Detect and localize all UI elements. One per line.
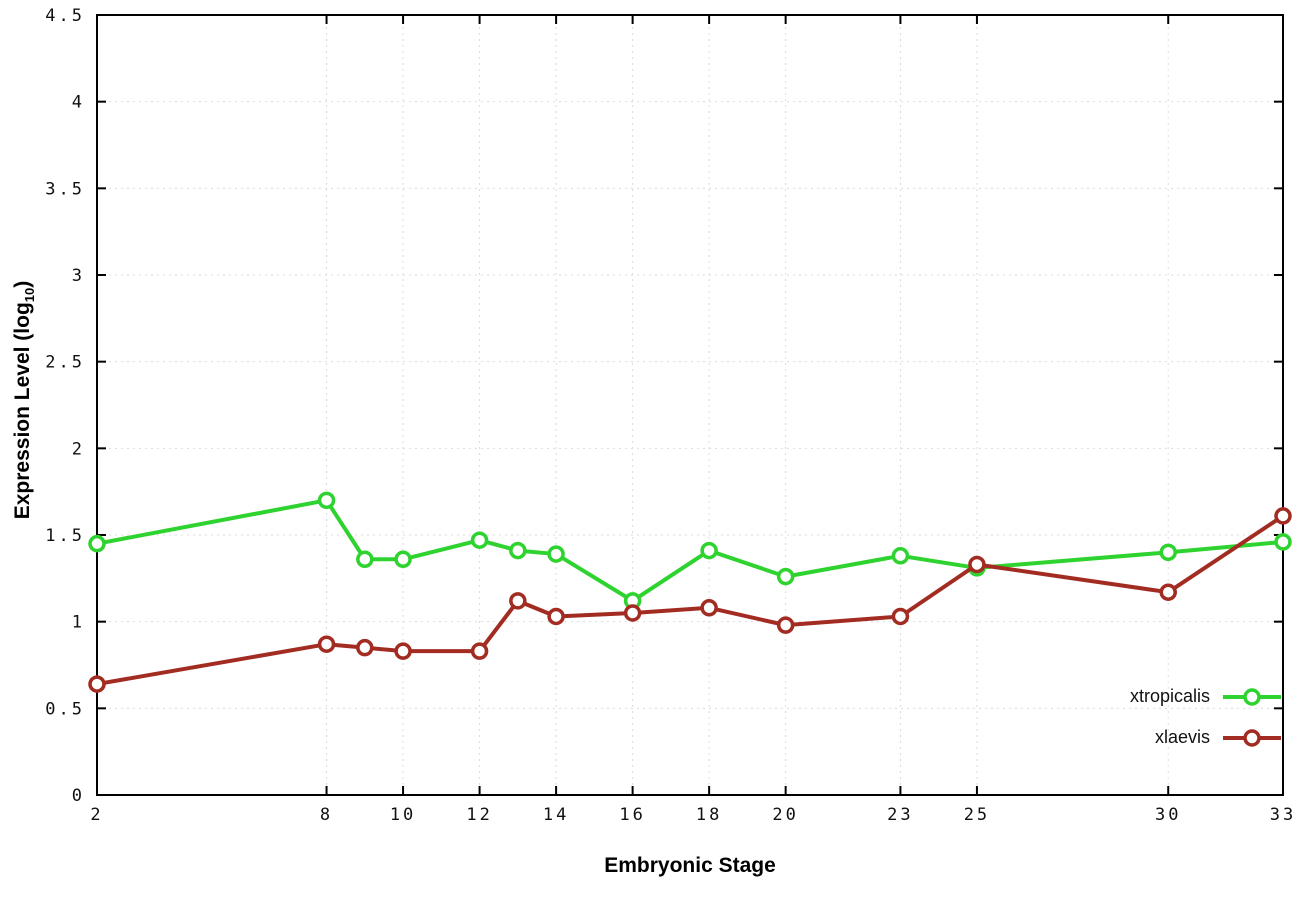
data-point-xtropicalis — [394, 550, 412, 569]
x-tick-label: 2 — [90, 805, 103, 825]
y-tick-label: 3.5 — [45, 179, 85, 199]
data-point-xlaevis — [547, 607, 565, 626]
y-tick-label: 3 — [72, 266, 85, 286]
data-point-xlaevis — [1159, 583, 1177, 601]
data-point-xtropicalis — [509, 541, 527, 560]
x-tick-label: 23 — [887, 805, 913, 825]
data-point-xlaevis — [968, 555, 986, 574]
x-tick-label: 16 — [619, 805, 645, 825]
y-tick-label: 4.5 — [45, 6, 85, 26]
x-tick-label: 30 — [1155, 805, 1181, 825]
y-tick-label: 1.5 — [45, 526, 85, 546]
x-tick-label: 20 — [772, 805, 798, 825]
data-point-xtropicalis — [1274, 533, 1292, 551]
y-axis-title-text: Expression Level (log — [10, 302, 34, 520]
data-point-xlaevis — [317, 635, 336, 653]
data-point-xtropicalis — [1159, 543, 1177, 562]
legend: xtropicalis xlaevis — [1080, 676, 1285, 758]
y-tick-label: 2.5 — [45, 353, 85, 373]
y-axis-title-suffix: ) — [10, 280, 34, 288]
x-tick-label: 33 — [1270, 805, 1296, 825]
data-point-xlaevis — [470, 642, 489, 660]
plot-border — [96, 14, 1284, 796]
data-point-xtropicalis — [317, 491, 336, 510]
data-point-xlaevis — [623, 604, 642, 622]
data-point-xlaevis — [891, 607, 910, 626]
data-point-xlaevis — [394, 642, 412, 660]
data-point-xlaevis — [509, 592, 527, 610]
data-point-xtropicalis — [776, 567, 795, 586]
legend-marker-icon — [1243, 687, 1261, 706]
y-tick-label: 1 — [72, 613, 85, 633]
series-line-xlaevis — [95, 513, 1285, 687]
y-tick-label: 0.5 — [45, 699, 85, 719]
x-tick-label: 8 — [320, 805, 333, 825]
x-tick-label: 12 — [466, 805, 492, 825]
data-point-xtropicalis — [891, 547, 910, 565]
legend-sample-xlaevis — [1223, 728, 1281, 747]
data-point-xtropicalis — [470, 531, 489, 549]
y-axis-title: Expression Level (log10) — [11, 281, 37, 520]
data-point-xlaevis — [88, 675, 106, 693]
data-point-xlaevis — [356, 638, 374, 657]
data-point-xtropicalis — [356, 550, 374, 569]
y-tick-label: 0 — [72, 786, 85, 806]
data-point-xlaevis — [700, 599, 718, 617]
data-point-xtropicalis — [547, 545, 565, 563]
data-point-xtropicalis — [700, 541, 718, 560]
legend-label-xlaevis: xlaevis — [1154, 727, 1210, 747]
x-tick-label: 10 — [390, 805, 416, 825]
y-tick-label: 4 — [72, 93, 85, 113]
data-point-xtropicalis — [88, 534, 106, 553]
x-tick-label: 25 — [964, 805, 990, 825]
data-point-xlaevis — [1274, 507, 1292, 525]
series-line-xtropicalis — [95, 498, 1285, 603]
x-tick-label: 18 — [696, 805, 722, 825]
y-axis-title-subscript: 10 — [22, 287, 38, 303]
x-axis-title: Embryonic Stage — [604, 854, 776, 877]
data-point-xlaevis — [776, 616, 795, 634]
legend-label-xtropicalis: xtropicalis — [1129, 686, 1210, 706]
legend-item-xlaevis: xlaevis — [1080, 717, 1285, 758]
legend-item-xtropicalis: xtropicalis — [1080, 676, 1285, 717]
x-tick-label: 14 — [543, 805, 569, 825]
legend-sample-xtropicalis — [1223, 687, 1281, 706]
legend-marker-icon — [1243, 728, 1261, 747]
y-tick-label: 2 — [72, 439, 85, 459]
